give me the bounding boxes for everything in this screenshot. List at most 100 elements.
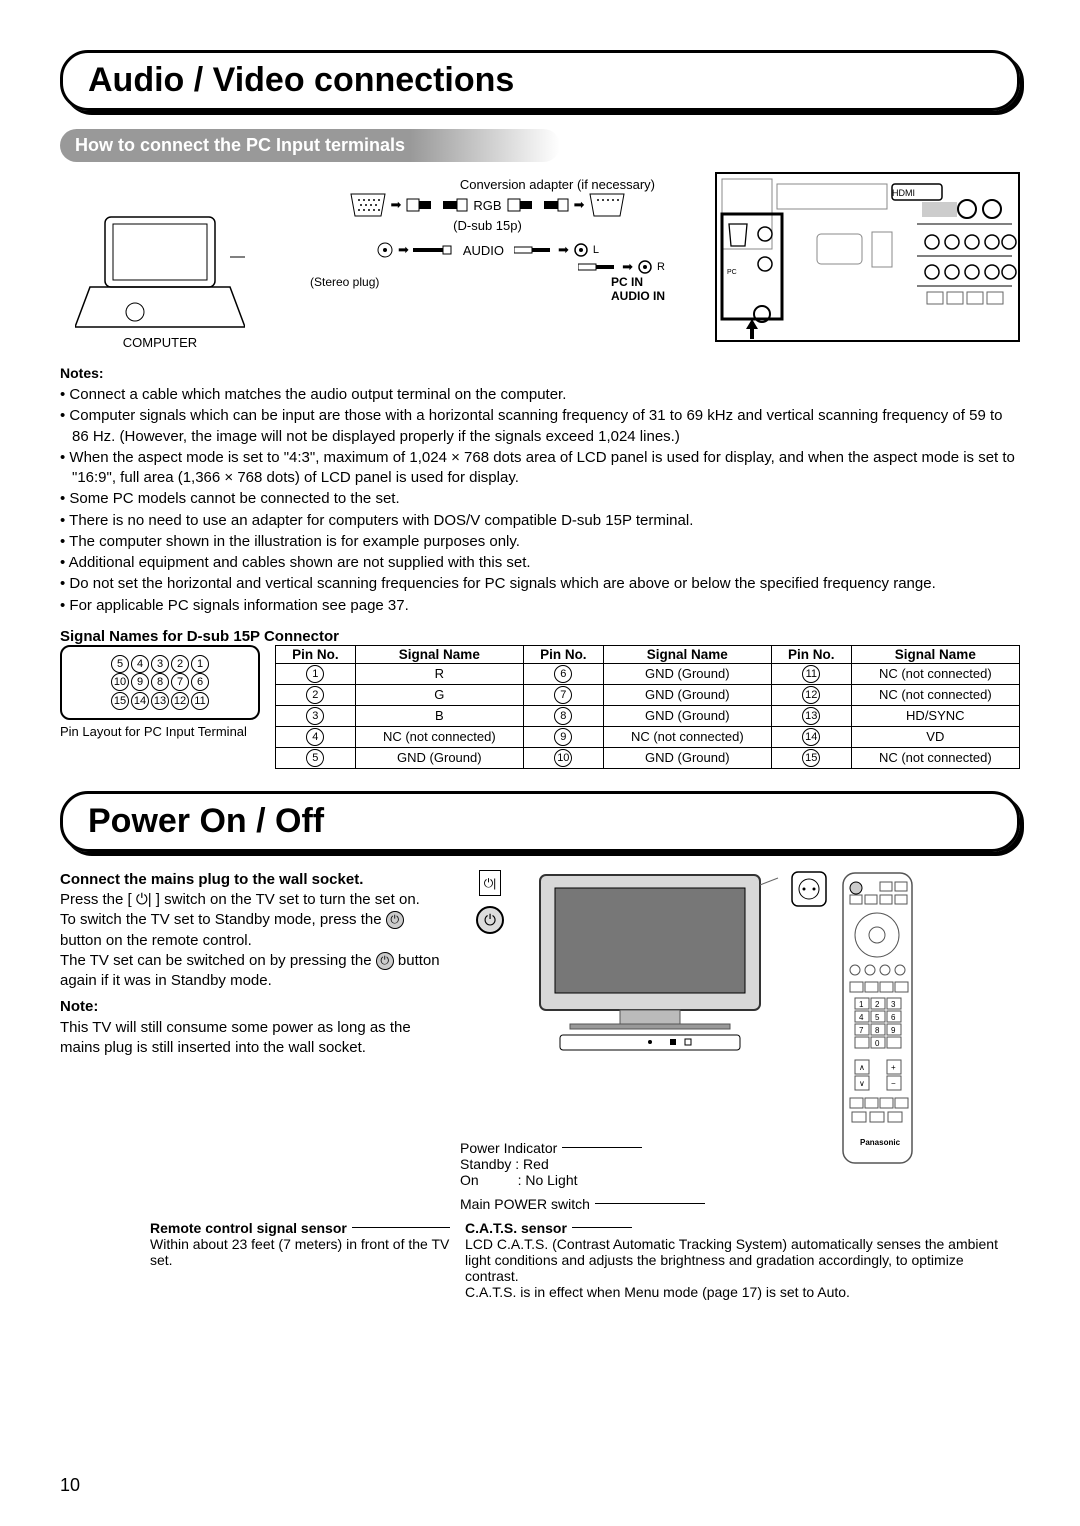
th-pin: Pin No. [771, 645, 851, 663]
power-para-3: The TV set can be switched on by pressin… [60, 951, 440, 992]
notes-header: Notes: [60, 365, 1020, 381]
rca-jack-icon [637, 259, 653, 275]
remote-sensor-label: Remote control signal sensor [150, 1220, 347, 1236]
remote-sensor-text: Within about 23 feet (7 meters) in front… [150, 1236, 450, 1268]
note-item: The computer shown in the illustration i… [60, 532, 1020, 552]
bottom-info-columns: Remote control signal sensor Within abou… [60, 1220, 1020, 1300]
conversion-adapter-label: Conversion adapter (if necessary) [280, 177, 695, 192]
svg-text:+: + [891, 1063, 896, 1072]
note-item: Additional equipment and cables shown ar… [60, 553, 1020, 573]
remote-control-icon: 1 2 3 4 5 6 7 8 9 0 ∧ ∨ + − [840, 870, 915, 1170]
power-switch-icon: ⏻| [136, 891, 152, 908]
page-container: Audio / Video connections How to connect… [0, 0, 1080, 1526]
svg-text:7: 7 [859, 1026, 864, 1035]
wall-socket-icon [790, 870, 828, 910]
note-item: There is no need to use an adapter for c… [60, 511, 1020, 531]
svg-text:3: 3 [891, 1000, 896, 1009]
note-item: Computer signals which can be input are … [60, 406, 1020, 447]
page-number: 10 [60, 1475, 80, 1496]
stereo-plug-label: (Stereo plug) [310, 275, 379, 303]
rca-jack-icon [573, 242, 589, 258]
arrow-icon: ➡ [622, 259, 633, 275]
computer-box: COMPUTER [60, 172, 260, 350]
cats-sensor-label: C.A.T.S. sensor [465, 1220, 567, 1236]
svg-text:9: 9 [891, 1026, 896, 1035]
th-sig: Signal Name [603, 645, 771, 663]
svg-text:∨: ∨ [859, 1079, 865, 1088]
plug-icon [540, 195, 570, 215]
tv-port-panel: HDMI [715, 172, 1020, 342]
cats-text-1: LCD C.A.T.S. (Contrast Automatic Trackin… [465, 1236, 1020, 1284]
standby-button-icon: ⏻ [476, 906, 504, 934]
arrow-icon: ➡ [398, 242, 409, 258]
notes-list: Connect a cable which matches the audio … [60, 385, 1020, 616]
svg-text:∧: ∧ [859, 1063, 865, 1072]
on-label: On : No Light [460, 1172, 1020, 1188]
th-sig: Signal Name [355, 645, 523, 663]
pin-layout-diagram: 54321 109876 1514131211 [60, 645, 260, 720]
table-row: 4NC (not connected)9NC (not connected)14… [276, 726, 1020, 747]
power-para-2: To switch the TV set to Standby mode, pr… [60, 910, 440, 951]
power-section: Connect the mains plug to the wall socke… [60, 870, 1020, 1212]
plug-icon [405, 195, 435, 215]
jack-icon [376, 241, 394, 259]
section-title-power: Power On / Off [88, 802, 324, 840]
th-pin: Pin No. [523, 645, 603, 663]
section-title-av: Audio / Video connections [88, 61, 514, 99]
standby-button-icon: ⏻ [376, 952, 394, 970]
connection-diagram: COMPUTER Conversion adapter (if necessar… [60, 172, 1020, 350]
rca-plug-icon [578, 260, 618, 274]
note-item: Some PC models cannot be connected to th… [60, 489, 1020, 509]
note-text: This TV will still consume some power as… [60, 1018, 440, 1059]
note-item: Do not set the horizontal and vertical s… [60, 574, 1020, 594]
cable-diagram: Conversion adapter (if necessary) ➡ RGB … [280, 172, 695, 303]
power-diagram-column: ⏻| ⏻ [460, 870, 1020, 1212]
svg-text:6: 6 [891, 1013, 896, 1022]
svg-text:5: 5 [875, 1013, 880, 1022]
dsub-label: (D-sub 15p) [280, 218, 695, 233]
standby-label: Standby : Red [460, 1156, 1020, 1172]
pc-in-label: PC IN [611, 275, 643, 289]
arrow-icon: ➡ [558, 242, 569, 258]
pin-layout: 54321 109876 1514131211 Pin Layout for P… [60, 645, 260, 739]
svg-text:2: 2 [875, 1000, 880, 1009]
svg-text:4: 4 [859, 1013, 864, 1022]
svg-text:1: 1 [859, 1000, 864, 1009]
note-item: For applicable PC signals information se… [60, 596, 1020, 616]
power-indicator-label: Power Indicator [460, 1140, 557, 1156]
audio-in-label: AUDIO IN [611, 289, 665, 303]
cable-icon [413, 245, 453, 255]
arrow-icon: ➡ [574, 197, 585, 213]
table-row: 2G7GND (Ground)12NC (not connected) [276, 684, 1020, 705]
table-row: 1R6GND (Ground)11NC (not connected) [276, 663, 1020, 684]
th-sig: Signal Name [851, 645, 1019, 663]
table-row: 5GND (Ground)10GND (Ground)15NC (not con… [276, 747, 1020, 768]
rgb-label: RGB [473, 198, 501, 213]
r-label: R [657, 261, 665, 273]
pin-layout-label: Pin Layout for PC Input Terminal [60, 724, 260, 739]
power-text-column: Connect the mains plug to the wall socke… [60, 870, 440, 1212]
main-power-label: Main POWER switch [460, 1196, 590, 1212]
dsub-connector-icon [349, 192, 387, 218]
connect-mains-label: Connect the mains plug to the wall socke… [60, 870, 440, 890]
power-para-1: Press the [ ⏻| ] switch on the TV set to… [60, 890, 440, 910]
laptop-icon [75, 212, 245, 332]
power-switch-icon: ⏻| [479, 870, 501, 896]
tv-icon [530, 870, 780, 1055]
computer-label: COMPUTER [60, 335, 260, 350]
pin-section: 54321 109876 1514131211 Pin Layout for P… [60, 645, 1020, 769]
section-header-av: Audio / Video connections [60, 50, 1020, 111]
svg-text:HDMI: HDMI [892, 188, 915, 198]
rca-plug-icon [514, 243, 554, 257]
note-item: Connect a cable which matches the audio … [60, 385, 1020, 405]
signal-table: Pin No. Signal Name Pin No. Signal Name … [275, 645, 1020, 769]
arrow-icon: ➡ [391, 197, 402, 213]
standby-button-icon: ⏻ [386, 911, 404, 929]
svg-text:Panasonic: Panasonic [860, 1138, 901, 1147]
svg-text:0: 0 [875, 1039, 880, 1048]
note-item: When the aspect mode is set to "4:3", ma… [60, 448, 1020, 489]
th-pin: Pin No. [276, 645, 356, 663]
svg-text:−: − [891, 1079, 896, 1088]
signal-names-header: Signal Names for D-sub 15P Connector [60, 628, 1020, 645]
svg-text:8: 8 [875, 1026, 880, 1035]
